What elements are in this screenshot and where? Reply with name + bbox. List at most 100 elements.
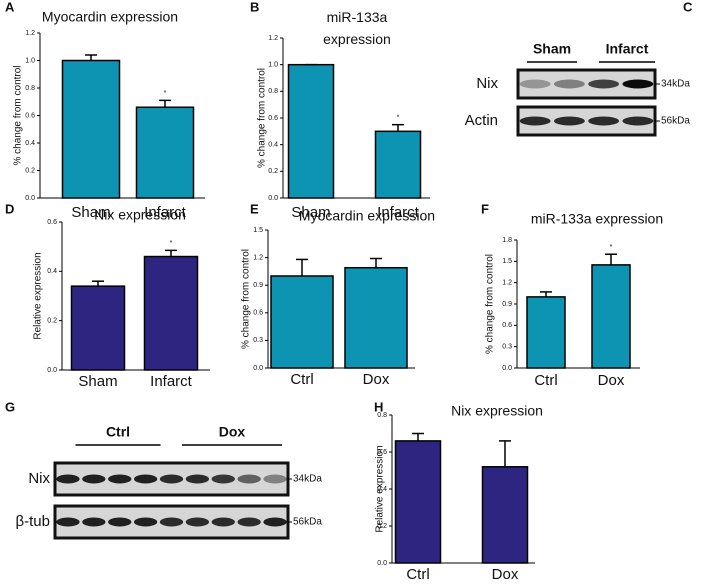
bar (287, 63, 335, 199)
y-tick-label: 0.3 (253, 337, 263, 344)
blot-band (519, 116, 551, 126)
blot-band (56, 517, 80, 527)
y-tick-label: 0.9 (502, 301, 512, 308)
y-tick-label: 0.2 (47, 318, 57, 325)
size-label: 34kDa (661, 79, 690, 90)
error-bar (412, 432, 424, 441)
y-tick-label: 0.0 (47, 367, 57, 374)
y-tick-label: 0.0 (377, 560, 387, 567)
blot-band (237, 517, 261, 527)
y-tick-label: 0.6 (253, 310, 263, 317)
blot-band (263, 474, 287, 484)
bar (270, 275, 334, 369)
significance: * (164, 90, 167, 97)
row-label: Actin (465, 112, 498, 129)
x-tick-label: Ctrl (290, 371, 313, 388)
panel-letter: C (683, 0, 693, 14)
y-axis-label: Relative expression (375, 445, 386, 532)
row-label: Nix (476, 75, 498, 92)
y-tick-label: 1.5 (253, 227, 263, 234)
blot-band (622, 116, 654, 126)
x-tick-label: Dox (492, 566, 519, 583)
blot-band (588, 116, 620, 126)
y-tick-label: 1.0 (268, 62, 278, 69)
panel-letter: F (481, 201, 489, 216)
size-label: 56kDa (661, 116, 690, 127)
y-tick-label: 0.6 (47, 219, 57, 226)
y-tick-label: 1.8 (502, 237, 512, 244)
blot-band (82, 474, 106, 484)
panel-letter: E (250, 201, 259, 216)
y-tick-label: 1.0 (25, 57, 35, 64)
error-bar (499, 440, 511, 467)
y-axis-label: Relative expression (33, 252, 44, 339)
x-tick-label: Ctrl (406, 566, 429, 583)
y-tick-label: 1.2 (253, 254, 263, 261)
x-tick-label: Sham (291, 204, 330, 221)
bar (591, 264, 631, 369)
chart-title: miR-133a expression (323, 9, 391, 47)
error-bar (92, 280, 104, 287)
error-bar (85, 54, 97, 61)
blot-band (211, 517, 235, 527)
y-tick-label: 0.9 (253, 282, 263, 289)
bar (143, 255, 199, 371)
significance: * (170, 240, 173, 247)
group-label: Dox (219, 424, 246, 440)
x-tick-label: Infarct (150, 373, 193, 390)
blot-band (159, 474, 184, 484)
x-tick-label: Dox (598, 372, 625, 389)
y-tick-label: 0.6 (502, 322, 512, 329)
row-label: Nix (28, 470, 50, 487)
y-tick-label: 0.2 (268, 168, 278, 175)
y-axis-label: % change from control (485, 254, 496, 354)
blot-band (185, 517, 210, 527)
y-tick-label: 0.6 (25, 112, 35, 119)
title-line: expression (323, 31, 391, 47)
row-label: β-tub (16, 513, 50, 530)
blot-band (133, 474, 158, 484)
y-tick-label: 1.5 (502, 258, 512, 265)
significance: * (610, 244, 613, 251)
y-tick-label: 0.0 (268, 195, 278, 202)
blot-band (588, 79, 620, 89)
y-tick-label: 0.0 (253, 365, 263, 372)
error-bar (165, 249, 177, 257)
chart-title: Myocardin expression (42, 9, 178, 25)
blot-band (185, 474, 210, 484)
size-label: 34kDa (293, 474, 322, 485)
blot-band (108, 517, 132, 527)
y-tick-label: 1.2 (268, 35, 278, 42)
size-label: 56kDa (293, 517, 322, 528)
chart-title: Myocardin expression (299, 208, 435, 224)
bar (526, 296, 566, 369)
error-bar (540, 291, 552, 297)
blot-band (82, 517, 106, 527)
y-tick-label: 0.4 (47, 268, 57, 275)
y-tick-label: 0.2 (25, 167, 35, 174)
blot-band (263, 517, 287, 527)
significance: * (397, 115, 400, 122)
x-tick-label: Sham (78, 373, 117, 390)
y-tick-label: 0.8 (268, 88, 278, 95)
x-tick-label: Infarct (377, 204, 420, 221)
panel-letter: B (250, 0, 259, 14)
y-tick-label: 0.3 (502, 344, 512, 351)
error-bar (370, 257, 382, 268)
blot-band (211, 474, 235, 484)
bar (481, 466, 529, 564)
blot-band (553, 116, 585, 126)
chart-title: Nix expression (451, 403, 543, 419)
bar (344, 266, 408, 369)
blot-band (133, 517, 158, 527)
error-bar (159, 99, 171, 108)
y-tick-label: 1.2 (502, 280, 512, 287)
chart-title: Nix expression (94, 207, 186, 223)
panel-letter: A (5, 0, 15, 14)
group-label: Sham (533, 41, 571, 57)
error-bar (392, 123, 404, 132)
blot-band (622, 79, 654, 89)
y-tick-label: 0.2 (377, 523, 387, 530)
blot-band (108, 474, 132, 484)
